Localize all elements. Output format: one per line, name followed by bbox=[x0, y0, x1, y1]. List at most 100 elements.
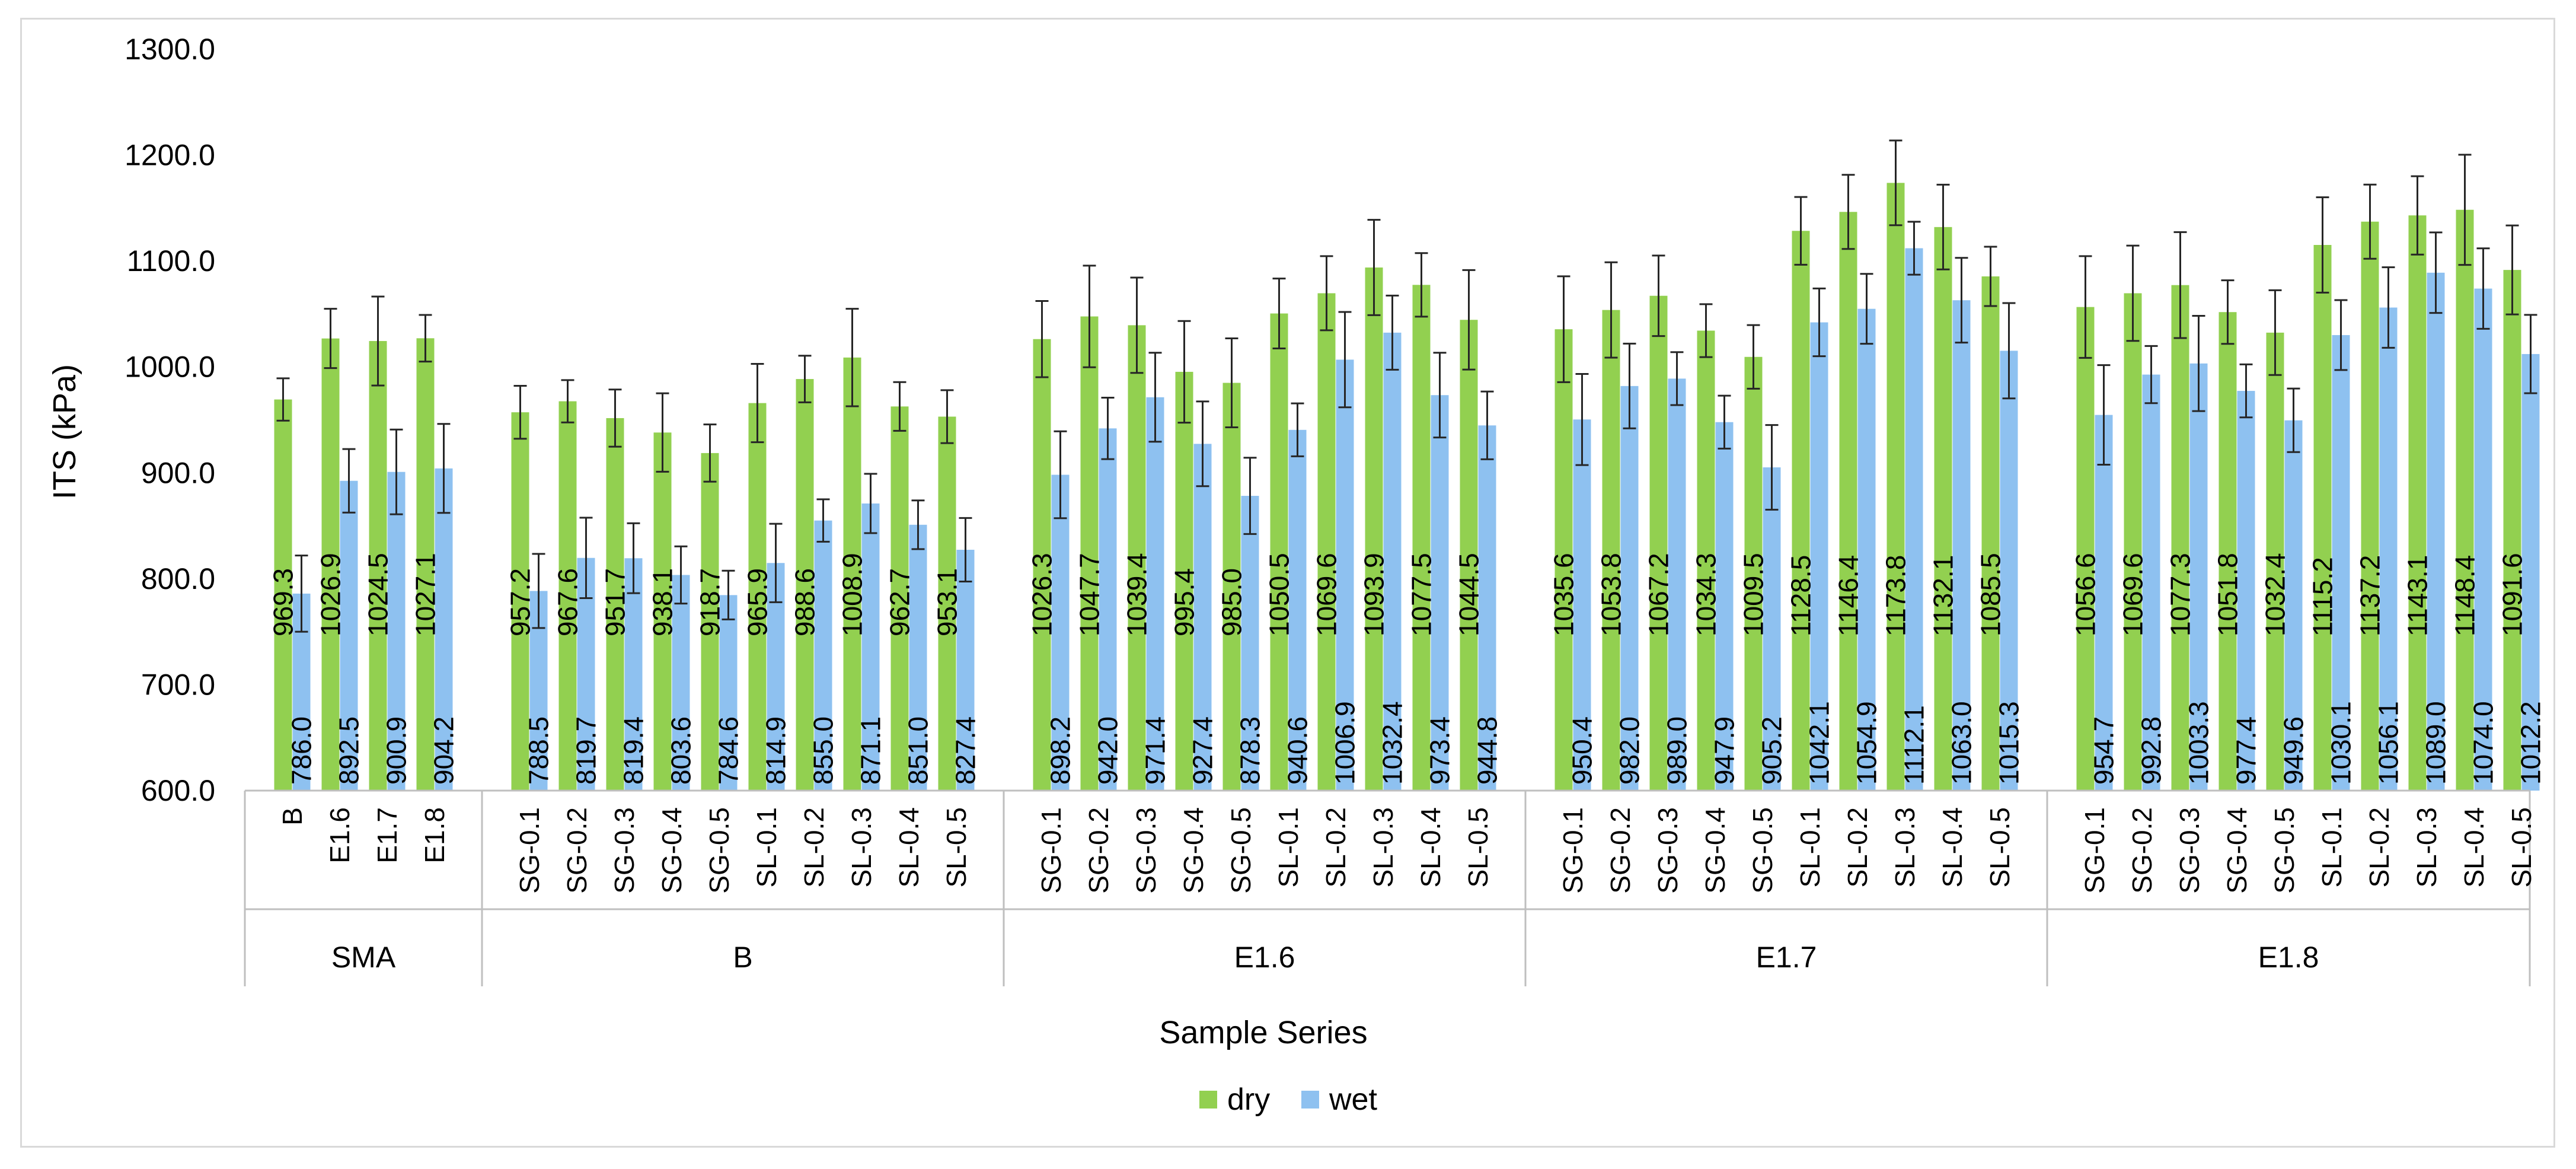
data-label-wet: 944.8 bbox=[1472, 716, 1503, 785]
data-label-dry: 1093.9 bbox=[1359, 553, 1390, 636]
x-tick-label: SG-0.4 bbox=[656, 807, 687, 894]
bar-dry bbox=[606, 418, 624, 791]
y-tick-label: 1100.0 bbox=[127, 244, 215, 278]
x-tick-label: SG-0.5 bbox=[1225, 807, 1256, 894]
data-label-dry: 1128.5 bbox=[1786, 555, 1817, 636]
data-label-wet: 950.4 bbox=[1567, 716, 1598, 785]
y-tick-label: 800.0 bbox=[141, 562, 215, 595]
bar-wet bbox=[2379, 307, 2398, 791]
bar-dry bbox=[1981, 276, 2000, 791]
bar-wet bbox=[672, 575, 690, 791]
axis-layer: 600.0 700.0 800.0 900.0 1000.0 1100.0 1200.0 13… bbox=[125, 33, 2537, 986]
data-label-wet: 1089.0 bbox=[2421, 701, 2451, 785]
data-label-dry: 1115.2 bbox=[2307, 557, 2338, 636]
legend: dry wet bbox=[1199, 1082, 1377, 1117]
bar-dry bbox=[2361, 221, 2379, 791]
data-label-dry: 1026.3 bbox=[1027, 553, 1058, 636]
data-label-dry: 1053.8 bbox=[1596, 553, 1627, 636]
bar-dry bbox=[1886, 183, 1905, 791]
y-tick-label: 900.0 bbox=[141, 456, 215, 489]
bar-wet bbox=[624, 558, 643, 791]
x-axis-title: Sample Series bbox=[1159, 1015, 1367, 1050]
data-label-wet: 940.6 bbox=[1282, 716, 1313, 785]
x-tick-label: SG-0.5 bbox=[1747, 807, 1778, 894]
bar-wet bbox=[2332, 335, 2350, 791]
bar-wet bbox=[1383, 332, 1402, 791]
data-label-dry: 951.7 bbox=[600, 568, 631, 636]
data-label-dry: 988.6 bbox=[790, 568, 821, 636]
bar-dry bbox=[369, 340, 387, 791]
data-label-dry: 1035.6 bbox=[1549, 553, 1579, 636]
bar-wet bbox=[956, 549, 975, 791]
bar-dry bbox=[2456, 209, 2474, 791]
bar-dry bbox=[2503, 270, 2521, 791]
x-tick-label: SL-0.1 bbox=[2316, 807, 2347, 888]
bar-wet bbox=[1146, 397, 1164, 791]
x-tick-label: SG-0.1 bbox=[1036, 807, 1067, 894]
data-label-dry: 1032.4 bbox=[2260, 553, 2291, 636]
y-tick-label: 1300.0 bbox=[125, 33, 215, 66]
y-tick-label: 700.0 bbox=[141, 668, 215, 701]
data-label-wet: 1112.1 bbox=[1899, 705, 1930, 785]
y-tick-label: 1200.0 bbox=[125, 139, 215, 172]
data-label-wet: 947.9 bbox=[1709, 716, 1740, 785]
data-label-wet: 784.6 bbox=[713, 716, 744, 785]
x-tick-label: SG-0.2 bbox=[561, 807, 592, 894]
data-label-wet: 827.4 bbox=[950, 716, 981, 785]
bar-dry bbox=[1222, 383, 1241, 791]
data-label-wet: 905.2 bbox=[1757, 716, 1787, 785]
x-tick-label: SL-0.5 bbox=[1463, 807, 1493, 888]
data-label-dry: 1034.3 bbox=[1691, 553, 1722, 636]
x-tick-label: SL-0.2 bbox=[799, 807, 829, 888]
data-label-wet: 819.4 bbox=[618, 716, 649, 785]
x-tick-label: SL-0.4 bbox=[893, 807, 924, 888]
data-label-wet: 788.5 bbox=[524, 716, 554, 785]
x-tick-label: SG-0.2 bbox=[2127, 807, 2157, 894]
bar-dry bbox=[1128, 325, 1146, 791]
x-tick-label: SL-0.4 bbox=[1937, 807, 1968, 888]
x-tick-label: SG-0.1 bbox=[1557, 807, 1588, 894]
bar-wet bbox=[2521, 353, 2540, 791]
bar-wet bbox=[1099, 428, 1117, 791]
x-tick-label: B bbox=[277, 807, 308, 826]
x-tick-label: SG-0.5 bbox=[704, 807, 735, 894]
bar-dry bbox=[1792, 231, 1810, 791]
x-tick-label: SG-0.3 bbox=[1652, 807, 1683, 894]
data-label-dry: 1091.6 bbox=[2497, 553, 2528, 636]
bar-dry bbox=[1697, 330, 1715, 791]
bar-dry bbox=[1460, 320, 1478, 791]
x-tick-label: SL-0.5 bbox=[2506, 807, 2537, 888]
data-label-wet: 1042.1 bbox=[1804, 701, 1835, 785]
bar-dry bbox=[558, 401, 577, 791]
x-tick-label: SG-0.4 bbox=[1700, 807, 1731, 894]
data-label-dry: 957.2 bbox=[505, 568, 536, 636]
x-tick-label: SL-0.5 bbox=[1984, 807, 2015, 888]
x-tick-label: SL-0.2 bbox=[2364, 807, 2395, 888]
bar-wet bbox=[2142, 374, 2160, 791]
bar-layer: 969.3 786.0 1026.9 892.5 1024.5 900.9 1027.1 90… bbox=[268, 139, 2546, 791]
bar-dry bbox=[1270, 313, 1288, 791]
data-label-wet: 982.0 bbox=[1614, 716, 1645, 785]
data-label-wet: 878.3 bbox=[1235, 716, 1266, 785]
data-label-wet: 1006.9 bbox=[1330, 701, 1361, 785]
x-tick-label: SG-0.2 bbox=[1605, 807, 1636, 894]
its-bar-chart: 969.3 786.0 1026.9 892.5 1024.5 900.9 1027.1 90… bbox=[47, 33, 2546, 1117]
bar-dry bbox=[1080, 316, 1099, 791]
bar-wet bbox=[1051, 474, 1070, 791]
data-label-dry: 1050.5 bbox=[1264, 553, 1295, 636]
x-tick-label: SG-0.1 bbox=[2079, 807, 2110, 894]
data-label-dry: 1067.2 bbox=[1643, 553, 1674, 636]
bar-dry bbox=[890, 406, 909, 791]
data-label-wet: 898.2 bbox=[1045, 716, 1076, 785]
bar-wet bbox=[1573, 419, 1591, 791]
data-label-wet: 871.1 bbox=[856, 716, 886, 785]
bar-dry bbox=[511, 412, 529, 791]
data-label-dry: 1056.6 bbox=[2070, 553, 2101, 636]
bar-wet bbox=[1336, 359, 1354, 791]
data-label-wet: 927.4 bbox=[1188, 716, 1218, 785]
x-tick-label: SL-0.3 bbox=[1889, 807, 1920, 888]
bar-dry bbox=[1649, 295, 1668, 791]
bar-dry bbox=[274, 399, 292, 791]
x-tick-label: E1.8 bbox=[419, 807, 450, 864]
x-tick-label: SL-0.4 bbox=[1415, 807, 1446, 888]
